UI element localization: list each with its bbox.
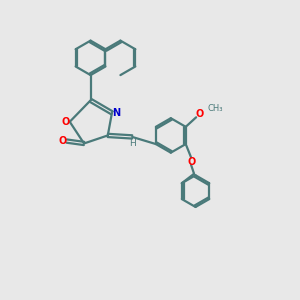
Text: O: O [62, 117, 70, 127]
Text: O: O [188, 157, 196, 167]
Text: O: O [196, 109, 204, 119]
Text: H: H [129, 139, 136, 148]
Text: O: O [59, 136, 67, 146]
Text: N: N [112, 108, 120, 118]
Text: CH₃: CH₃ [207, 104, 223, 113]
